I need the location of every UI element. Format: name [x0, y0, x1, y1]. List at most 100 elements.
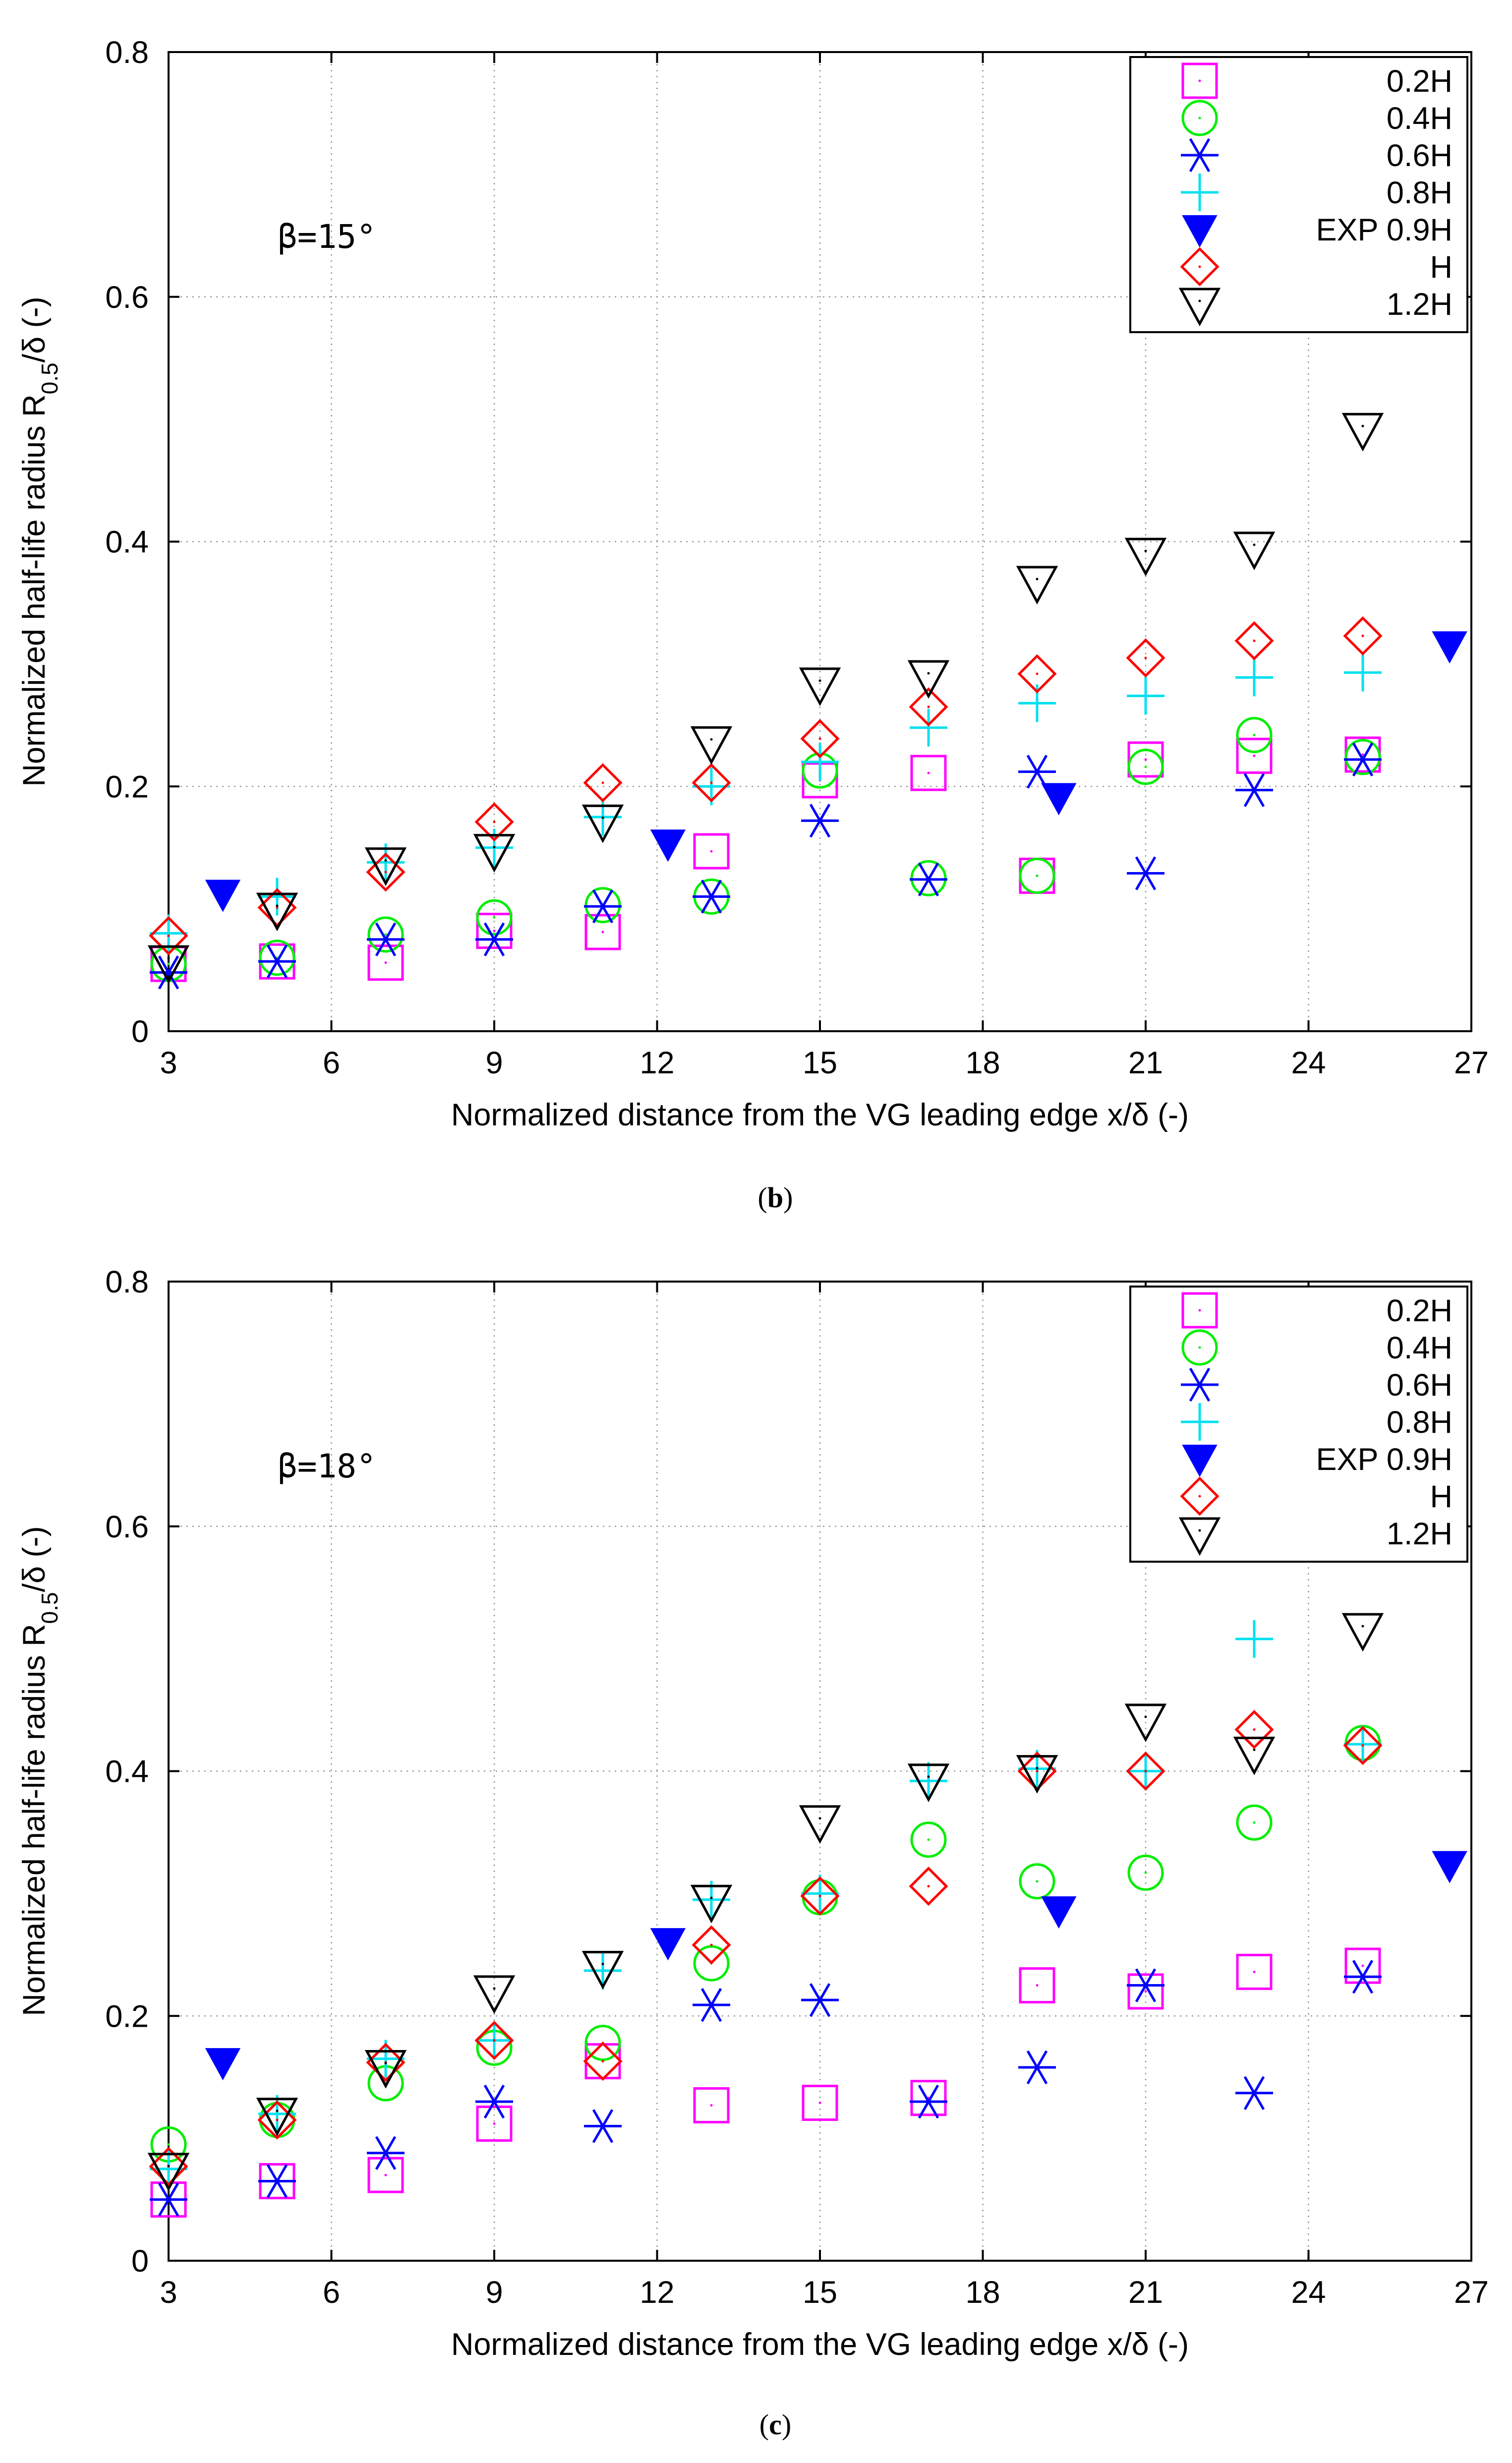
- star-d2: [809, 804, 831, 838]
- data-point-dot: [601, 781, 604, 784]
- star-d2: [1135, 1968, 1157, 2002]
- data-point: [1235, 658, 1273, 697]
- data-point-dot: [276, 904, 279, 907]
- data-point: [1344, 653, 1382, 692]
- data-point: [1016, 566, 1058, 605]
- data-point: [650, 829, 686, 862]
- data-point: [1344, 739, 1381, 775]
- legend-marker: [1181, 1403, 1219, 1441]
- data-point-dot: [276, 2110, 279, 2112]
- legend-label: 0.6H: [1387, 138, 1453, 173]
- data-point-dot: [384, 933, 387, 936]
- data-point: [693, 1945, 730, 1982]
- legend-label: 0.4H: [1387, 1331, 1453, 1365]
- data-point-dot: [1253, 639, 1256, 642]
- data-point: [364, 847, 407, 886]
- data-point-dot: [1036, 578, 1039, 581]
- x-axis-label: Normalized distance from the VG leading …: [451, 1098, 1189, 1132]
- legend-box: [1129, 1286, 1468, 1563]
- legend-marker: [1182, 1445, 1218, 1477]
- series-0-2h: [150, 1947, 1381, 2218]
- data-point: [364, 2050, 407, 2089]
- data-point: [693, 1988, 730, 2022]
- legend-marker-dot: [1198, 1495, 1201, 1498]
- data-point: [1016, 1755, 1058, 1794]
- data-point: [693, 833, 730, 870]
- data-point: [1124, 537, 1167, 577]
- data-point-dot: [1361, 1744, 1364, 1747]
- data-point: [1341, 1613, 1384, 1652]
- data-point: [147, 2153, 190, 2192]
- data-point: [1236, 1953, 1273, 1990]
- data-point-dot: [1253, 734, 1256, 737]
- x-tick-label: 18: [965, 1046, 1000, 1080]
- plot-frame: [168, 1281, 1472, 2262]
- legend-label: EXP 0.9H: [1316, 213, 1453, 247]
- beta-annotation: β=15°: [278, 218, 376, 256]
- data-point: [910, 1762, 947, 1800]
- data-point: [907, 660, 950, 699]
- x-tick-label: 15: [803, 2275, 837, 2310]
- data-point: [799, 1805, 841, 1844]
- legend-marker-dot: [1198, 265, 1201, 268]
- star-d2: [1189, 138, 1211, 173]
- data-point-dot: [601, 931, 604, 934]
- data-point: [1041, 1896, 1077, 1929]
- data-point: [693, 880, 730, 914]
- data-point: [910, 755, 947, 791]
- data-point: [474, 2021, 514, 2060]
- data-point: [910, 1821, 947, 1858]
- data-point: [367, 2136, 405, 2170]
- data-point-dot: [384, 871, 387, 874]
- data-point: [150, 2150, 187, 2188]
- legend-label: 0.2H: [1387, 1293, 1453, 1328]
- data-point-dot: [1036, 1767, 1039, 1769]
- legend-marker: [1178, 1517, 1221, 1556]
- data-point-dot: [927, 1775, 930, 1778]
- data-point-dot: [493, 916, 496, 919]
- legend-label: 1.2H: [1387, 287, 1453, 322]
- star-d2: [158, 955, 179, 990]
- data-point-dot: [1361, 1625, 1364, 1628]
- x-tick-label: 27: [1454, 2275, 1489, 2310]
- y-axis-label: Normalized half-life radius R0.5/δ (-): [17, 296, 62, 786]
- legend-marker: [1181, 174, 1219, 211]
- x-axis-label: Normalized distance from the VG leading …: [451, 2327, 1189, 2362]
- data-point: [1126, 638, 1165, 678]
- data-point: [584, 914, 621, 950]
- star-d2: [1243, 773, 1265, 807]
- data-point: [366, 2043, 406, 2082]
- data-point: [1019, 1863, 1055, 1900]
- data-point: [907, 1763, 950, 1803]
- data-point: [1432, 631, 1467, 664]
- star-d2: [483, 2084, 505, 2119]
- data-point-dot: [1036, 672, 1039, 675]
- data-point: [909, 687, 948, 727]
- data-point-dot: [167, 957, 170, 960]
- legend-marker: [1181, 100, 1218, 136]
- data-point-dot: [1361, 635, 1364, 638]
- x-tick-label: 24: [1291, 2275, 1326, 2310]
- data-point: [690, 1884, 733, 1924]
- series-h: [149, 616, 1383, 955]
- legend-marker: [1181, 62, 1218, 99]
- data-point-dot: [710, 2104, 713, 2107]
- data-point: [1341, 412, 1384, 452]
- legend-marker-dot: [1198, 79, 1201, 82]
- data-point-dot: [1036, 1770, 1039, 1772]
- data-point-dot: [1253, 1728, 1256, 1731]
- legend-marker: [1181, 1292, 1218, 1329]
- legend-marker-dot: [1198, 1309, 1201, 1312]
- star-d2: [1135, 856, 1157, 890]
- y-axis-label-main: Normalized half-life radius R: [17, 394, 52, 786]
- data-point: [473, 1975, 516, 2014]
- legend-marker: [1180, 247, 1220, 287]
- star-d2: [266, 944, 288, 979]
- data-point-dot: [1036, 874, 1039, 877]
- legend-marker: [1182, 215, 1218, 248]
- legend-marker: [1180, 1476, 1220, 1516]
- data-point: [1124, 1703, 1167, 1743]
- x-tick-label: 6: [323, 2275, 340, 2310]
